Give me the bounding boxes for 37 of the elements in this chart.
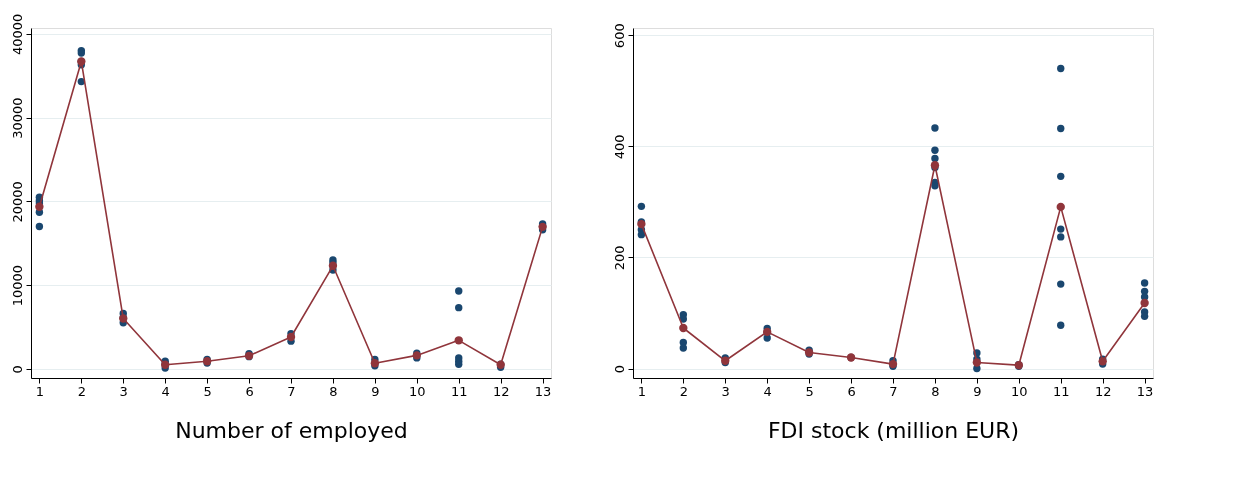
y-tick-label: 30000 — [9, 97, 25, 139]
x-tick-label: 6 — [245, 383, 254, 399]
x-tick-label: 2 — [679, 383, 688, 399]
x-tick-label: 12 — [1094, 383, 1112, 399]
x-tick-label: 11 — [450, 383, 468, 399]
x-tick-label: 10 — [409, 383, 426, 399]
x-tick-label: 12 — [492, 383, 510, 399]
x-tick-label: 7 — [287, 383, 296, 399]
x-tick-label: 2 — [77, 383, 86, 399]
x-tick-label: 10 — [1011, 383, 1028, 399]
y-tick-label: 0 — [611, 364, 627, 374]
x-tick-label: 3 — [119, 383, 128, 399]
x-axis-title: FDI stock (million EUR) — [767, 417, 1020, 443]
x-tick-label: 9 — [371, 383, 380, 399]
x-tick-label: 11 — [1052, 383, 1070, 399]
y-tick-label: 600 — [611, 23, 627, 49]
x-tick-label: 4 — [161, 383, 170, 399]
x-tick-label: 3 — [721, 383, 730, 399]
x-tick-label: 7 — [889, 383, 898, 399]
y-tick-label: 10000 — [9, 264, 25, 307]
x-tick-label: 1 — [637, 383, 647, 399]
x-tick-label: 4 — [763, 383, 772, 399]
x-tick-label: 8 — [329, 383, 338, 399]
y-tick-label: 400 — [611, 134, 627, 160]
x-tick-label: 6 — [847, 383, 856, 399]
x-tick-label: 5 — [203, 383, 212, 399]
x-tick-label: 13 — [534, 383, 552, 399]
y-tick-label: 40000 — [9, 13, 25, 56]
x-tick-label: 5 — [805, 383, 814, 399]
x-tick-label: 9 — [973, 383, 982, 399]
x-tick-label: 13 — [1136, 383, 1154, 399]
x-tick-label: 1 — [35, 383, 45, 399]
x-axis-title: Number of employed — [175, 417, 408, 443]
y-tick-label: 20000 — [9, 181, 25, 223]
y-tick-label: 0 — [9, 365, 25, 374]
x-tick-label: 8 — [931, 383, 940, 399]
y-tick-label: 200 — [611, 245, 627, 271]
